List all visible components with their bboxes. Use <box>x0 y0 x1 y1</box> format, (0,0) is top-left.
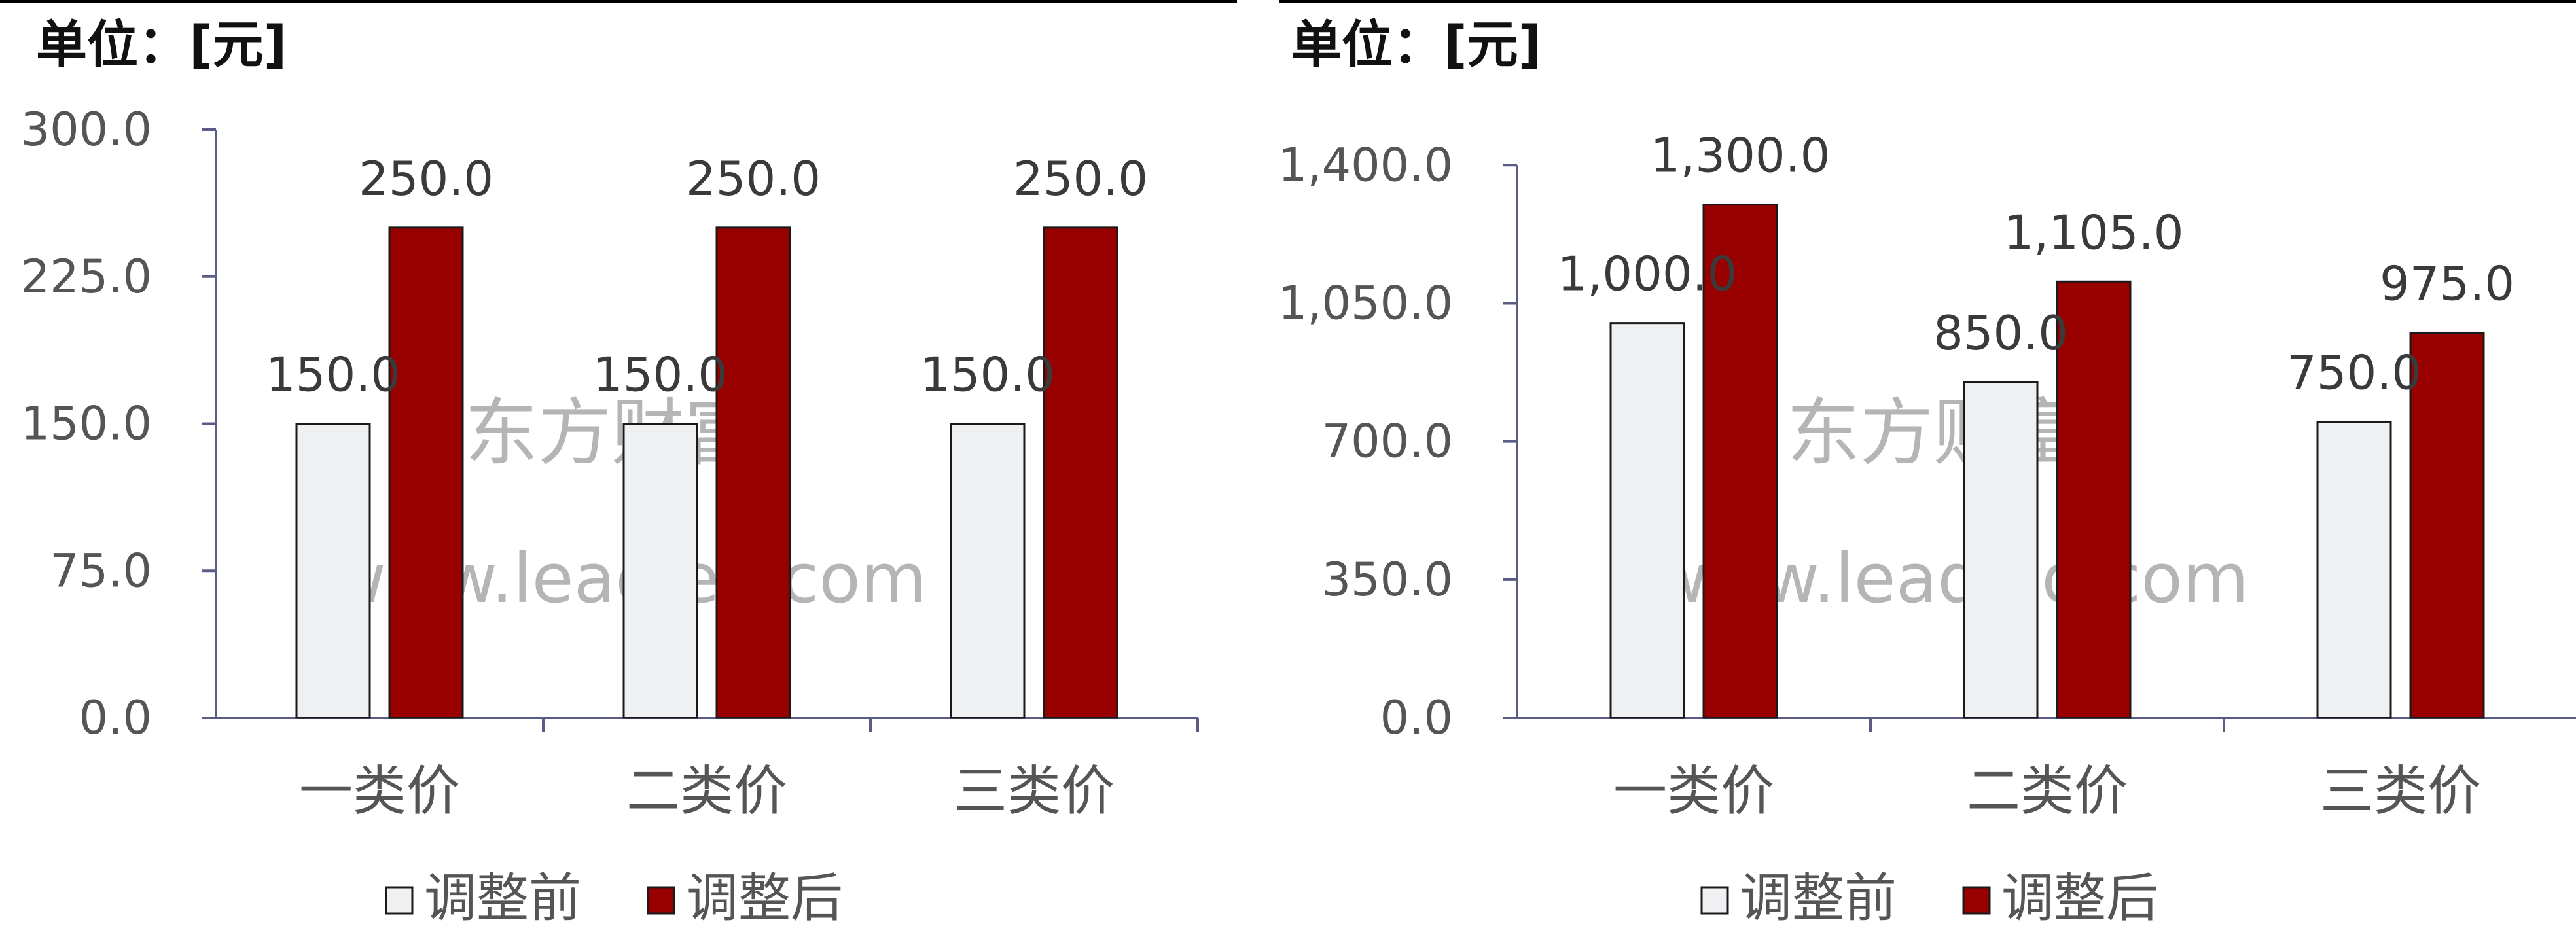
data-label-before: 850.0 <box>1933 306 2068 361</box>
bar-before <box>295 423 371 719</box>
category-label: 二类价 <box>626 760 787 823</box>
data-label-after: 1,300.0 <box>1651 128 1831 183</box>
data-label-before: 150.0 <box>266 347 401 402</box>
y-tick-label: 1,050.0 <box>1278 276 1453 330</box>
y-tick-label: 75.0 <box>50 544 152 597</box>
bar-before <box>950 423 1026 719</box>
legend-label-before: 调整前 <box>424 868 581 929</box>
y-tick-label: 225.0 <box>21 250 152 304</box>
legend-label-after: 调整后 <box>686 868 843 929</box>
data-label-after: 250.0 <box>686 151 821 206</box>
legend-swatch-before <box>1700 886 1729 915</box>
watermark-text: 东方财富 <box>465 391 758 476</box>
bar-before <box>1609 322 1685 719</box>
y-tick-label: 1,400.0 <box>1278 138 1453 192</box>
y-tick-label: 700.0 <box>1322 415 1453 469</box>
bar-after <box>715 226 791 719</box>
legend-label-after: 调整后 <box>2001 868 2158 929</box>
bar-before <box>2316 420 2392 719</box>
bar-after <box>1043 226 1118 719</box>
bar-after <box>388 226 464 719</box>
legend-swatch-before <box>385 886 414 915</box>
category-label: 三类价 <box>2320 760 2481 823</box>
data-label-before: 150.0 <box>920 347 1055 402</box>
category-label: 一类价 <box>299 760 460 823</box>
y-tick-label: 300.0 <box>21 103 152 156</box>
data-label-after: 975.0 <box>2380 257 2514 311</box>
unit-label: 单位：[元] <box>36 16 287 75</box>
y-tick-label: 0.0 <box>79 691 152 745</box>
bar-before <box>1963 381 2039 719</box>
bar-after <box>1702 204 1778 719</box>
legend-swatch-after <box>647 886 675 915</box>
y-tick-label: 350.0 <box>1322 553 1453 607</box>
right-chart: 单位：[元]东方财富www.leadleo.com0.0350.0700.01,… <box>1278 0 2576 929</box>
bar-after <box>2056 280 2132 719</box>
bar-before <box>622 423 698 719</box>
y-tick-label: 150.0 <box>21 397 152 451</box>
data-label-after: 1,105.0 <box>2004 205 2184 260</box>
data-label-before: 150.0 <box>593 347 728 402</box>
y-tick-label: 0.0 <box>1380 691 1453 745</box>
data-label-after: 250.0 <box>1013 151 1148 206</box>
left-chart: 单位：[元]东方财富www.leadleo.com0.075.0150.0225… <box>0 0 1237 929</box>
category-label: 三类价 <box>954 760 1115 823</box>
data-label-before: 750.0 <box>2287 345 2422 400</box>
category-label: 一类价 <box>1613 760 1774 823</box>
legend-label-before: 调整前 <box>1740 868 1897 929</box>
legend-swatch-after <box>1962 886 1991 915</box>
category-label: 二类价 <box>1967 760 2128 823</box>
unit-label: 单位：[元] <box>1291 16 1541 75</box>
data-label-before: 1,000.0 <box>1558 247 1738 302</box>
bar-after <box>2409 332 2485 719</box>
data-label-after: 250.0 <box>359 151 493 206</box>
